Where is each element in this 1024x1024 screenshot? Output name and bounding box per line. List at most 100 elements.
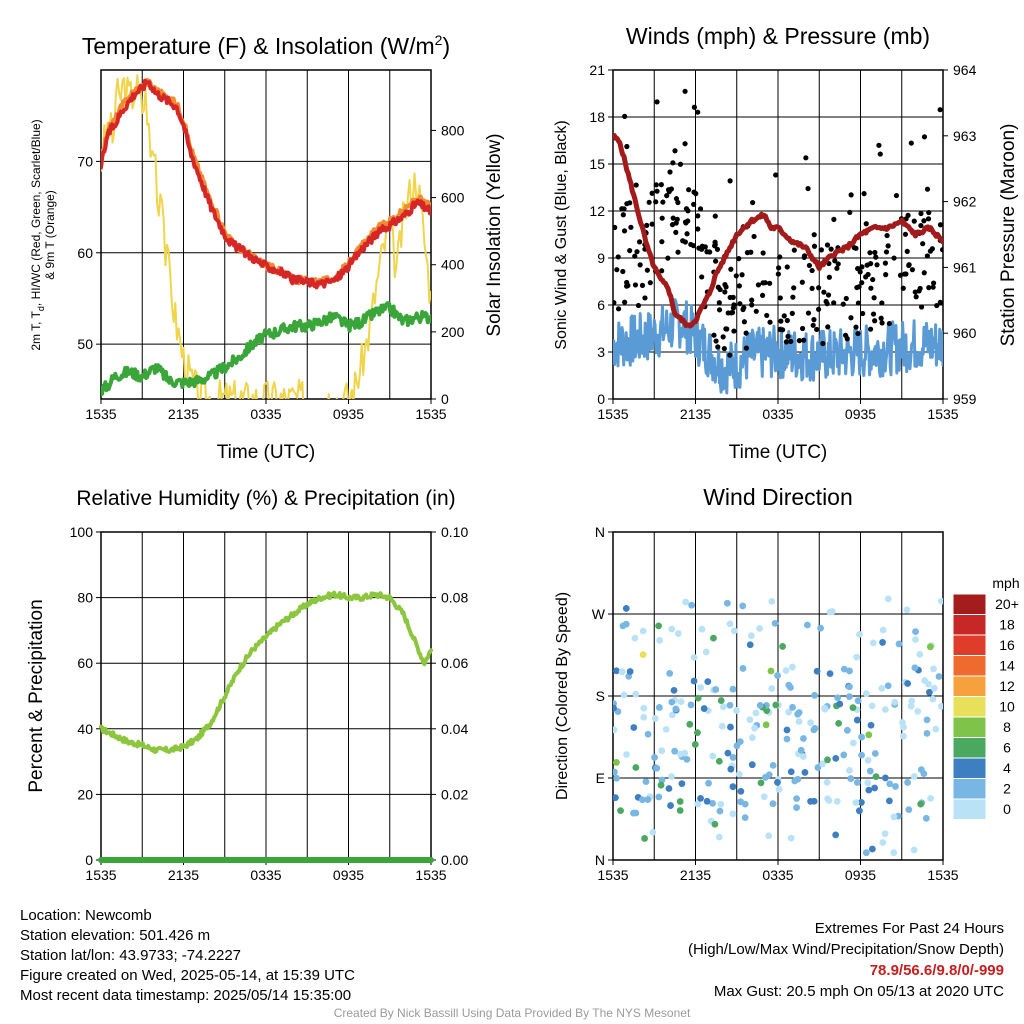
direction-point [691, 741, 699, 748]
direction-point [716, 807, 724, 815]
gust-point [730, 305, 736, 311]
direction-point [760, 793, 768, 801]
gust-point [832, 258, 838, 264]
gust-point [695, 109, 701, 115]
direction-point [688, 601, 696, 609]
direction-point [810, 726, 818, 734]
direction-point [927, 794, 934, 802]
gust-point [859, 280, 865, 286]
direction-point [916, 650, 924, 658]
direction-point [846, 667, 853, 675]
gust-point [909, 267, 916, 273]
y-tick-label: 40 [77, 721, 93, 737]
direction-point [825, 797, 833, 804]
direction-point [930, 665, 937, 673]
direction-point [834, 694, 842, 702]
direction-point [912, 628, 919, 636]
gust-point [848, 192, 854, 198]
y-tick-label: 80 [77, 590, 93, 606]
direction-point [656, 637, 664, 644]
gust-point [843, 295, 849, 302]
direction-point [715, 833, 723, 841]
y-tick-label: 60 [77, 245, 93, 261]
gust-point [665, 187, 672, 193]
direction-point [613, 774, 620, 782]
extremes-values: 78.9/56.6/9.8/0/-999 [869, 962, 1004, 979]
colorbar-swatch [952, 614, 987, 636]
direction-point [651, 715, 659, 722]
gust-point [713, 338, 719, 344]
y-right-tick-label: 961 [953, 259, 977, 275]
gust-point [809, 267, 815, 274]
gust-point [767, 319, 773, 325]
panel-1-ylabel: 2m T, Td, HI/WC (Red, Green, Scarlet/Blu… [29, 119, 57, 350]
panel-2-ylabel: Sonic Wind & Gust (Blue, Black) [553, 120, 570, 349]
direction-point [858, 733, 866, 741]
gust-point [697, 206, 704, 212]
direction-point [846, 683, 853, 691]
gust-point [900, 285, 906, 291]
direction-point [717, 800, 725, 808]
direction-point [905, 806, 913, 814]
gust-point [803, 155, 809, 161]
gust-point [675, 249, 681, 255]
direction-point [672, 705, 680, 713]
colorbar-swatch [952, 696, 987, 718]
gust-point [791, 285, 797, 291]
y-tick-label: 12 [589, 203, 605, 219]
panel-3-ylabel-text: Percent & Precipitation [26, 599, 47, 792]
gust-point [777, 295, 783, 301]
direction-point [779, 643, 787, 650]
gust-point [748, 249, 754, 255]
direction-point [774, 778, 781, 786]
direction-point [849, 739, 857, 747]
direction-point [930, 684, 938, 692]
gust-point [685, 218, 691, 224]
direction-point [735, 770, 743, 778]
panel-2-xlabel: Time (UTC) [729, 442, 828, 463]
y-right-tick-label: 200 [441, 324, 465, 340]
gust-point [755, 282, 762, 288]
panel-2-ylabel-right: Station Pressure (Maroon) [998, 124, 1019, 347]
gust-point [937, 299, 943, 305]
direction-point [737, 787, 745, 795]
gust-point [825, 292, 832, 298]
direction-point [746, 716, 754, 724]
colorbar-label: 8 [1003, 719, 1011, 735]
x-tick-label: 1535 [85, 406, 116, 422]
x-tick-label: 0335 [250, 406, 281, 422]
latlon-text: Station lat/lon: 43.9733; -74.2227 [20, 947, 242, 964]
direction-point [613, 667, 620, 675]
gust-point [854, 284, 860, 291]
colorbar-swatch [952, 655, 987, 677]
x-tick-label: 1535 [927, 867, 958, 883]
gust-point [897, 272, 904, 278]
gust-point [714, 246, 721, 252]
gust-point [778, 318, 784, 324]
direction-point [676, 798, 684, 805]
x-tick-label: 0935 [845, 867, 876, 883]
gust-point [906, 262, 912, 269]
direction-point [910, 772, 918, 780]
gust-point [712, 213, 718, 219]
colorbar-label: 18 [999, 617, 1015, 633]
gust-point [870, 311, 877, 317]
gust-point [716, 300, 722, 306]
direction-point [762, 721, 770, 729]
direction-point [771, 619, 779, 627]
gust-point [816, 285, 822, 291]
panel-1-ylabel-line2: & 9m T (Orange) [43, 190, 57, 280]
direction-point [813, 667, 821, 675]
y-tick-label: N [595, 852, 605, 868]
panel-2-ylabel-right-text: Station Pressure (Maroon) [998, 124, 1019, 347]
direction-point [668, 773, 675, 780]
gust-point [821, 289, 827, 295]
gust-point [811, 243, 818, 249]
x-tick-label: 1535 [597, 867, 628, 883]
y-tick-label: 100 [70, 524, 94, 540]
direction-point [868, 702, 876, 710]
direction-point [869, 639, 877, 647]
gust-point [820, 340, 826, 347]
direction-point [702, 648, 710, 656]
direction-point [835, 719, 843, 727]
